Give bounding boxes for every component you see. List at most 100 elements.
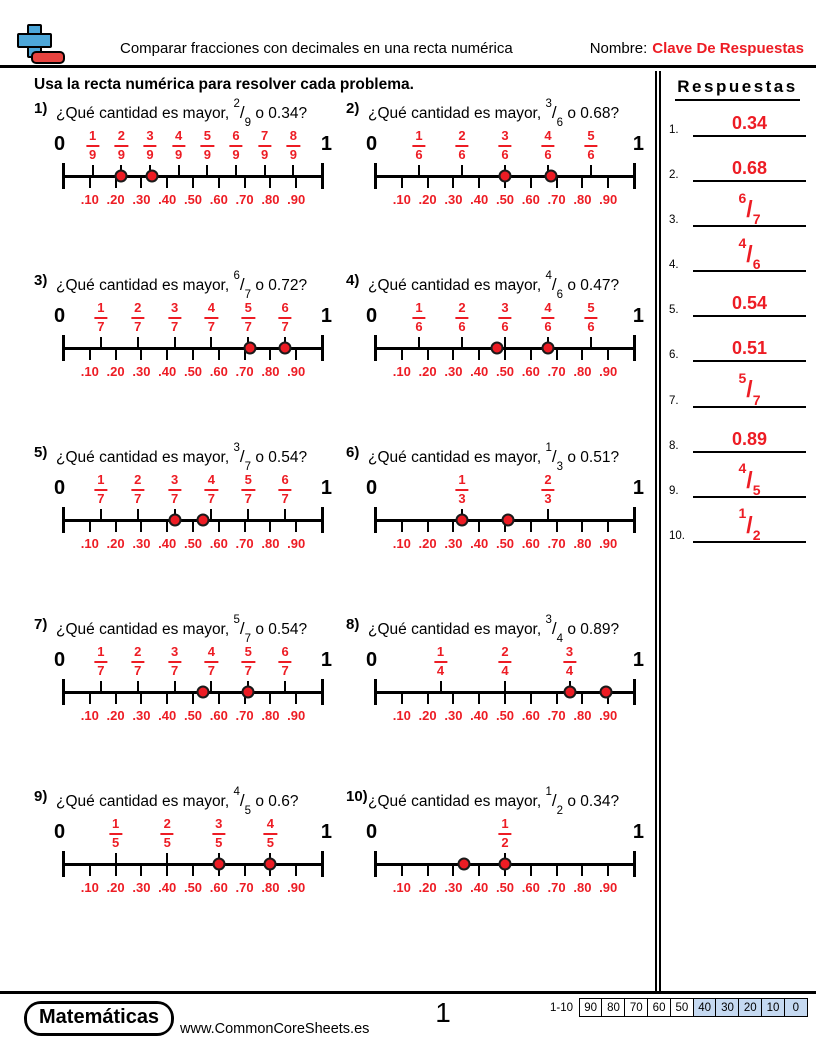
problem: 4) ¿Qué cantidad es mayor, 4/6 o 0.47? 0…	[346, 270, 654, 385]
answer-number: 9.	[669, 484, 679, 497]
plotted-point-dot	[196, 513, 210, 527]
decimal-tick	[529, 177, 532, 189]
decimal-tick	[400, 349, 403, 361]
decimal-tick	[529, 693, 532, 705]
decimal-tick-label: .70	[547, 708, 566, 724]
decimal-tick	[452, 693, 455, 705]
fraction-tick	[136, 337, 139, 349]
problem-number: 6)	[346, 444, 360, 461]
answer-row: 2. 0.68	[669, 137, 806, 183]
decimal-tick	[504, 693, 506, 705]
decimal-tick-label: .40	[470, 880, 489, 896]
numberline-zero-label: 0	[366, 649, 378, 672]
plotted-point-dot	[498, 169, 512, 183]
answer-value: 1/2	[693, 505, 806, 543]
decimal-tick	[295, 177, 298, 189]
numberline-zero-label: 0	[366, 305, 378, 328]
grading-cells: 90 80 70 60 50 40 30 20 10 0	[578, 998, 808, 1017]
decimal-tick-label: .20	[106, 708, 125, 724]
decimal-tick	[140, 693, 143, 705]
answer-number: 10.	[669, 529, 685, 542]
decimal-tick-label: .50	[495, 880, 515, 896]
answer-row: 1. 0.34	[669, 103, 806, 137]
decimal-tick-label: .60	[209, 708, 228, 724]
grading-cell: 70	[624, 998, 649, 1017]
problem: 2) ¿Qué cantidad es mayor, 3/6 o 0.68? 0…	[346, 98, 654, 213]
fraction-tick	[99, 681, 102, 693]
decimal-tick-label: .20	[106, 364, 125, 380]
question-fraction: 4/6	[545, 270, 564, 302]
answer-value: 4/6	[693, 235, 806, 273]
decimal-tick	[217, 693, 220, 705]
decimal-tick-label: .20	[418, 536, 437, 552]
website-link[interactable]: www.CommonCoreSheets.es	[180, 1021, 370, 1037]
decimal-tick	[269, 865, 272, 877]
decimal-tick	[452, 177, 455, 189]
answer-value: 5/7	[693, 370, 806, 408]
fraction-tick	[439, 681, 442, 693]
decimal-tick-label: .70	[547, 192, 566, 208]
numberline-axis	[62, 175, 324, 179]
decimal-tick	[555, 177, 558, 189]
decimal-tick-label: .20	[418, 880, 437, 896]
decimal-tick	[581, 521, 584, 533]
decimal-tick	[217, 349, 220, 361]
fraction-tick	[166, 853, 169, 865]
problem-number: 1)	[34, 100, 48, 117]
answer-number: 1.	[669, 124, 679, 136]
decimal-tick-label: .10	[80, 880, 99, 896]
decimal-tick	[400, 177, 403, 189]
answer-number: 7.	[669, 394, 679, 407]
problem-number: 8)	[346, 616, 360, 633]
fraction-tick	[590, 165, 592, 177]
fraction-tick	[114, 853, 117, 865]
decimal-tick	[581, 693, 584, 705]
problem-number: 3)	[34, 272, 48, 289]
decimal-tick	[166, 177, 169, 189]
page-title: Comparar fracciones con decimales en una…	[120, 40, 513, 57]
fraction-tick	[284, 509, 287, 521]
fraction-tick	[173, 681, 176, 693]
question-fraction: 4/5	[233, 786, 252, 818]
plotted-point-dot	[243, 341, 257, 355]
decimal-tick	[114, 177, 117, 189]
grading-cell: 50	[669, 998, 695, 1017]
decimal-tick	[88, 177, 91, 189]
answer-value: 0.54	[693, 293, 806, 318]
decimal-tick-label: .50	[183, 880, 203, 896]
decimal-tick	[243, 693, 246, 705]
decimal-tick-label: .80	[261, 364, 280, 380]
problem-number: 2)	[346, 100, 360, 117]
problem-number: 4)	[346, 272, 360, 289]
question-fraction: 3/4	[545, 614, 564, 646]
decimal-tick	[88, 693, 91, 705]
decimal-tick	[555, 693, 558, 705]
answer-key-label: Clave De Respuestas	[652, 40, 804, 57]
numberline-zero-label: 0	[366, 477, 378, 500]
decimal-tick-label: .70	[235, 880, 254, 896]
plotted-point-dot	[263, 857, 277, 871]
numberline-axis	[374, 347, 636, 351]
decimal-tick	[88, 349, 91, 361]
plus-minus-logo-icon	[14, 24, 66, 66]
problem: 1) ¿Qué cantidad es mayor, 2/9 o 0.34? 0…	[34, 98, 346, 213]
question-fraction: 2/9	[233, 98, 252, 130]
problem-number: 9)	[34, 788, 48, 805]
fraction-tick	[136, 681, 139, 693]
plotted-point-dot	[490, 341, 504, 355]
fraction-tick	[210, 509, 213, 521]
decimal-tick-label: .90	[287, 708, 306, 724]
